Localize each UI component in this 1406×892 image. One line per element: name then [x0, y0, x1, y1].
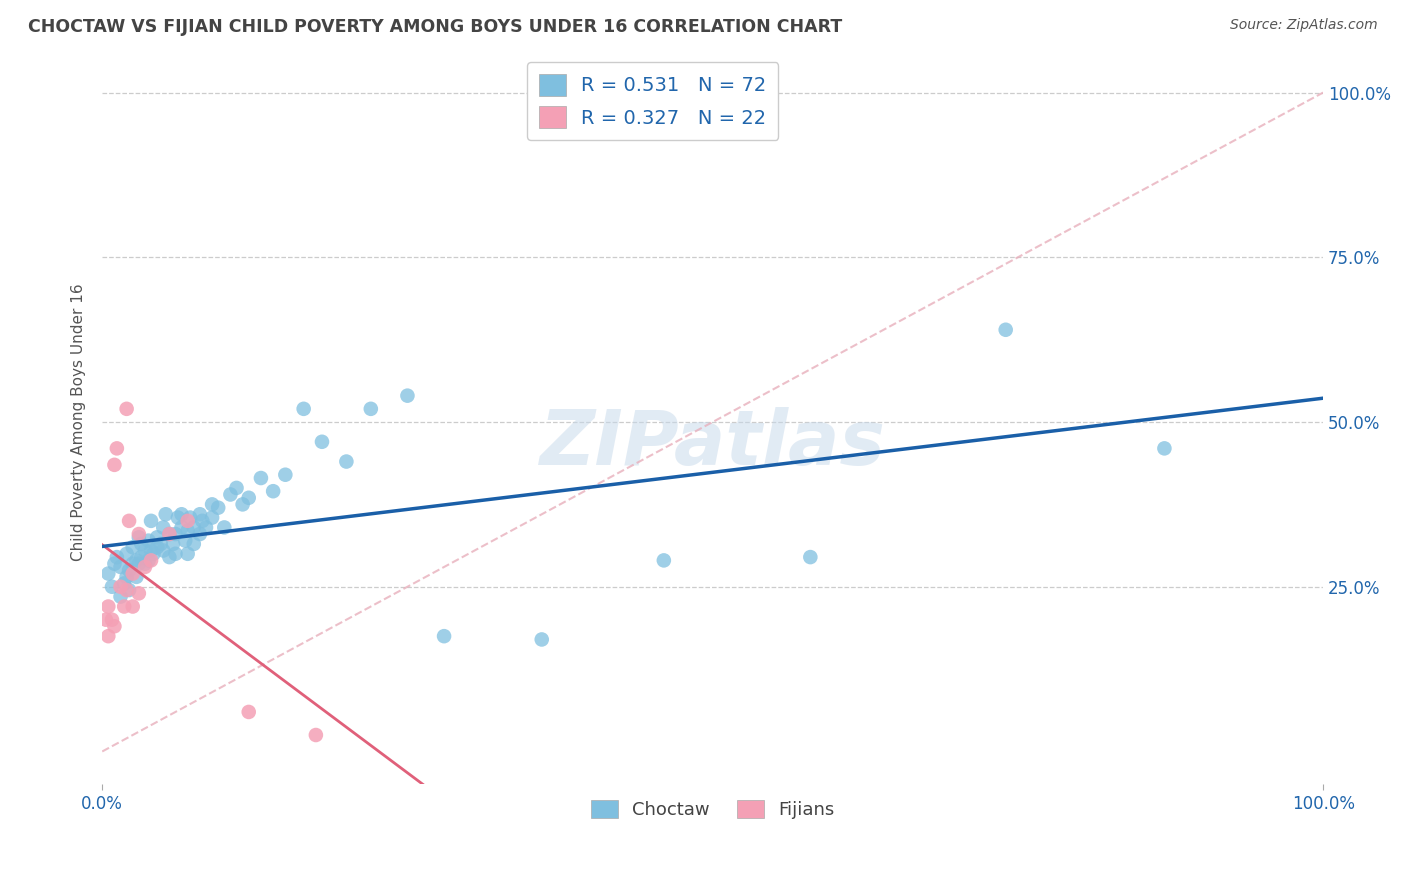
- Point: [128, 530, 150, 544]
- Point: [138, 533, 160, 548]
- Point: [188, 508, 211, 522]
- Point: [201, 510, 224, 524]
- Point: [396, 389, 419, 403]
- Point: [174, 533, 197, 548]
- Point: [142, 547, 165, 561]
- Point: [165, 527, 187, 541]
- Point: [219, 487, 242, 501]
- Point: [134, 543, 156, 558]
- Point: [152, 543, 174, 558]
- Point: [128, 586, 150, 600]
- Point: [238, 705, 260, 719]
- Point: [101, 580, 124, 594]
- Point: [201, 497, 224, 511]
- Point: [121, 557, 143, 571]
- Point: [105, 442, 128, 456]
- Point: [110, 580, 132, 594]
- Point: [115, 570, 138, 584]
- Point: [1153, 442, 1175, 456]
- Point: [101, 613, 124, 627]
- Point: [165, 547, 187, 561]
- Point: [121, 566, 143, 581]
- Point: [97, 566, 120, 581]
- Point: [167, 510, 190, 524]
- Point: [112, 576, 135, 591]
- Text: Source: ZipAtlas.com: Source: ZipAtlas.com: [1230, 18, 1378, 32]
- Point: [139, 543, 162, 558]
- Point: [112, 599, 135, 614]
- Point: [292, 401, 315, 416]
- Point: [146, 540, 169, 554]
- Point: [134, 560, 156, 574]
- Point: [128, 527, 150, 541]
- Point: [262, 484, 284, 499]
- Point: [115, 547, 138, 561]
- Point: [121, 540, 143, 554]
- Point: [530, 632, 553, 647]
- Point: [274, 467, 297, 482]
- Point: [176, 547, 198, 561]
- Point: [121, 599, 143, 614]
- Point: [433, 629, 456, 643]
- Point: [214, 520, 236, 534]
- Point: [97, 629, 120, 643]
- Point: [152, 520, 174, 534]
- Point: [311, 434, 333, 449]
- Point: [250, 471, 273, 485]
- Point: [195, 520, 218, 534]
- Point: [105, 550, 128, 565]
- Point: [157, 527, 180, 541]
- Point: [97, 599, 120, 614]
- Point: [103, 619, 125, 633]
- Text: ZIPatlas: ZIPatlas: [540, 407, 886, 481]
- Point: [994, 323, 1017, 337]
- Point: [183, 537, 205, 551]
- Point: [183, 520, 205, 534]
- Point: [191, 514, 214, 528]
- Y-axis label: Child Poverty Among Boys Under 16: Child Poverty Among Boys Under 16: [72, 283, 86, 561]
- Point: [94, 613, 117, 627]
- Point: [155, 508, 177, 522]
- Legend: Choctaw, Fijians: Choctaw, Fijians: [583, 792, 842, 826]
- Point: [129, 550, 152, 565]
- Point: [170, 520, 193, 534]
- Point: [179, 510, 201, 524]
- Point: [118, 563, 141, 577]
- Point: [176, 524, 198, 538]
- Point: [146, 530, 169, 544]
- Point: [125, 553, 148, 567]
- Point: [118, 582, 141, 597]
- Point: [335, 454, 357, 468]
- Point: [103, 557, 125, 571]
- Point: [118, 514, 141, 528]
- Point: [139, 514, 162, 528]
- Point: [157, 550, 180, 565]
- Point: [232, 497, 254, 511]
- Point: [115, 582, 138, 597]
- Point: [103, 458, 125, 472]
- Point: [162, 537, 184, 551]
- Point: [139, 553, 162, 567]
- Point: [305, 728, 328, 742]
- Point: [110, 590, 132, 604]
- Point: [157, 527, 180, 541]
- Point: [188, 527, 211, 541]
- Point: [125, 570, 148, 584]
- Point: [115, 401, 138, 416]
- Point: [170, 508, 193, 522]
- Point: [238, 491, 260, 505]
- Point: [134, 557, 156, 571]
- Point: [799, 550, 821, 565]
- Point: [207, 500, 229, 515]
- Point: [149, 537, 172, 551]
- Point: [176, 514, 198, 528]
- Point: [360, 401, 382, 416]
- Point: [225, 481, 247, 495]
- Point: [128, 557, 150, 571]
- Point: [652, 553, 675, 567]
- Text: CHOCTAW VS FIJIAN CHILD POVERTY AMONG BOYS UNDER 16 CORRELATION CHART: CHOCTAW VS FIJIAN CHILD POVERTY AMONG BO…: [28, 18, 842, 36]
- Point: [110, 560, 132, 574]
- Point: [129, 537, 152, 551]
- Point: [138, 553, 160, 567]
